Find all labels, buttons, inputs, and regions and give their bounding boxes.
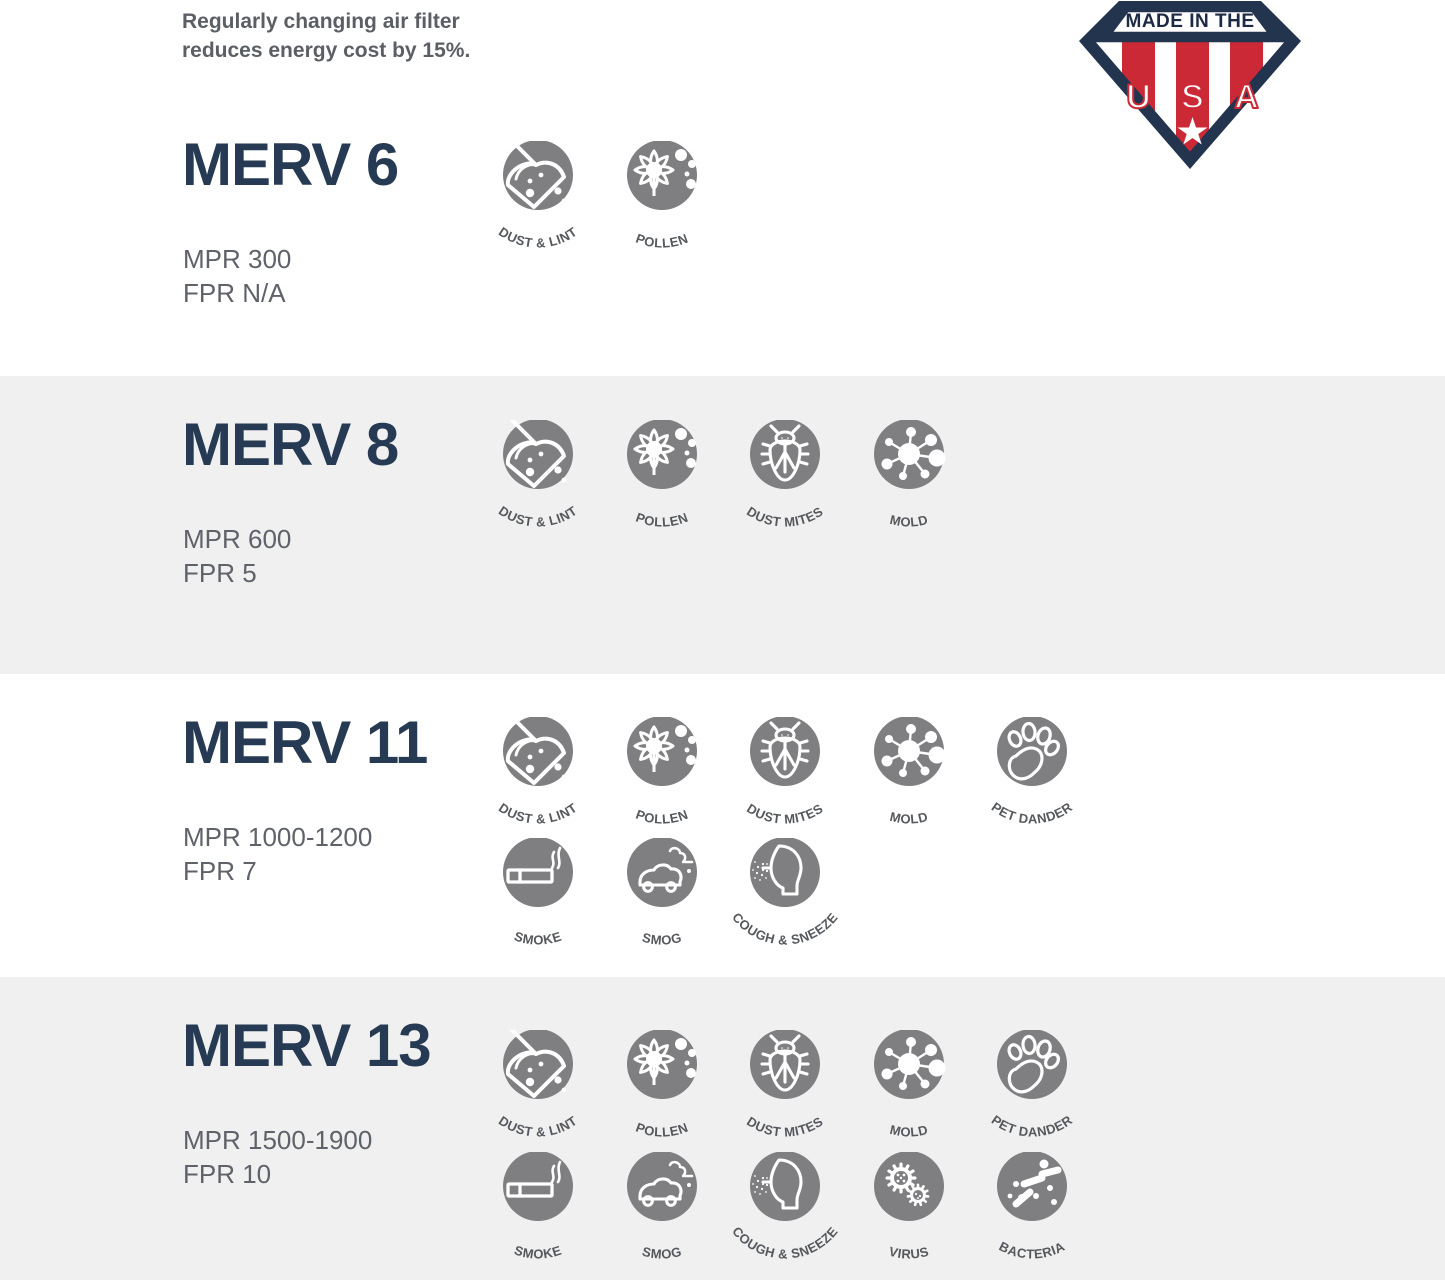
svg-text:MADE IN THE: MADE IN THE [1126, 11, 1255, 32]
svg-text:SMOG: SMOG [640, 930, 683, 948]
svg-text:DUST & LINT: DUST & LINT [496, 1113, 580, 1140]
svg-text:MOLD: MOLD [888, 512, 929, 530]
svg-text:VIRUS: VIRUS [887, 1244, 930, 1262]
svg-text:SMOG: SMOG [640, 1244, 683, 1262]
svg-text:DUST & LINT: DUST & LINT [496, 800, 580, 827]
svg-text:DUST & LINT: DUST & LINT [496, 224, 580, 251]
svg-text:SMOKE: SMOKE [513, 1243, 564, 1262]
svg-text:DUST & LINT: DUST & LINT [496, 503, 580, 530]
svg-text:POLLEN: POLLEN [633, 510, 689, 530]
svg-text:DUST MITES: DUST MITES [744, 504, 826, 530]
svg-text:COUGH & SNEEZE: COUGH & SNEEZE [729, 1224, 841, 1262]
svg-text:S: S [1181, 78, 1204, 116]
svg-text:U: U [1126, 78, 1151, 116]
svg-text:POLLEN: POLLEN [633, 1120, 689, 1140]
svg-text:POLLEN: POLLEN [633, 807, 689, 827]
svg-text:SMOKE: SMOKE [513, 929, 564, 948]
svg-text:DUST MITES: DUST MITES [744, 1114, 826, 1140]
svg-text:MOLD: MOLD [888, 809, 929, 827]
svg-text:PET DANDER: PET DANDER [989, 1112, 1076, 1140]
svg-text:DUST MITES: DUST MITES [744, 801, 826, 827]
svg-text:POLLEN: POLLEN [633, 231, 689, 251]
svg-text:PET DANDER: PET DANDER [989, 799, 1076, 827]
svg-text:COUGH & SNEEZE: COUGH & SNEEZE [729, 910, 841, 948]
svg-text:MOLD: MOLD [888, 1122, 929, 1140]
svg-text:BACTERIA: BACTERIA [997, 1239, 1068, 1262]
svg-text:A: A [1234, 78, 1259, 116]
